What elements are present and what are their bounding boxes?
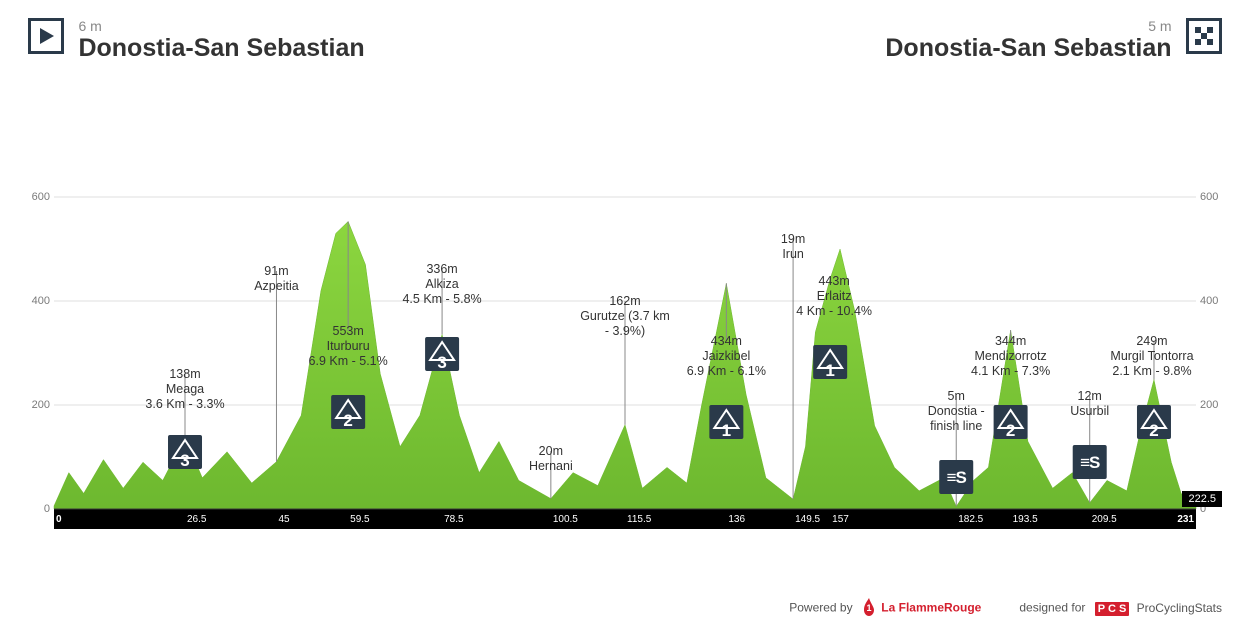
- header-bar: 6 m Donostia-San Sebastian 5 m Donostia-…: [0, 18, 1250, 88]
- svg-text:91m: 91m: [264, 264, 288, 278]
- svg-text:12m: 12m: [1078, 389, 1102, 403]
- svg-text:4.5 Km - 5.8%: 4.5 Km - 5.8%: [402, 292, 481, 306]
- flamme-rouge-label: La FlammeRouge: [881, 601, 981, 615]
- svg-text:Meaga: Meaga: [166, 382, 204, 396]
- finish-elev: 5 m: [885, 18, 1171, 34]
- svg-text:- 3.9%): - 3.9%): [605, 324, 645, 338]
- svg-text:1: 1: [866, 603, 871, 613]
- start-icon: [28, 18, 64, 54]
- svg-text:434m: 434m: [711, 334, 742, 348]
- svg-text:1: 1: [722, 421, 731, 440]
- svg-text:Iturburu: Iturburu: [327, 339, 370, 353]
- svg-text:2: 2: [1149, 421, 1158, 440]
- svg-text:3: 3: [437, 353, 446, 372]
- svg-text:553m: 553m: [333, 324, 364, 338]
- svg-text:2.1 Km - 9.8%: 2.1 Km - 9.8%: [1112, 364, 1191, 378]
- svg-text:4 Km - 10.4%: 4 Km - 10.4%: [796, 304, 872, 318]
- svg-text:1: 1: [825, 361, 834, 380]
- footer-credits: Powered by 1 La FlammeRouge designed for…: [789, 598, 1222, 619]
- svg-text:3.6 Km - 3.3%: 3.6 Km - 3.3%: [145, 397, 224, 411]
- svg-text:Irun: Irun: [782, 247, 804, 261]
- start-city: Donostia-San Sebastian: [78, 34, 364, 63]
- svg-text:Murgil Tontorra: Murgil Tontorra: [1110, 349, 1193, 363]
- svg-text:Usurbil: Usurbil: [1070, 404, 1109, 418]
- svg-text:≡S: ≡S: [1080, 453, 1100, 472]
- finish-icon: [1186, 18, 1222, 54]
- svg-text:344m: 344m: [995, 334, 1026, 348]
- svg-text:6.9 Km - 6.1%: 6.9 Km - 6.1%: [687, 364, 766, 378]
- svg-text:6.9 Km - 5.1%: 6.9 Km - 5.1%: [309, 354, 388, 368]
- svg-text:138m: 138m: [169, 367, 200, 381]
- svg-text:Mendizorrotz: Mendizorrotz: [974, 349, 1046, 363]
- svg-text:2: 2: [1006, 421, 1015, 440]
- svg-text:443m: 443m: [819, 274, 850, 288]
- powered-by-label: Powered by: [789, 601, 852, 615]
- start-block: 6 m Donostia-San Sebastian: [28, 18, 375, 63]
- svg-text:finish line: finish line: [930, 419, 982, 433]
- svg-text:Jaizkibel: Jaizkibel: [702, 349, 750, 363]
- svg-text:20m: 20m: [539, 444, 563, 458]
- svg-text:Alkiza: Alkiza: [425, 277, 458, 291]
- pcs-label: ProCyclingStats: [1137, 601, 1222, 615]
- finish-city: Donostia-San Sebastian: [885, 34, 1171, 63]
- elevation-chart: 00200200400400600600026.54559.578.5100.5…: [28, 145, 1222, 535]
- svg-text:249m: 249m: [1136, 334, 1167, 348]
- total-distance-badge: 222.5: [1182, 491, 1222, 507]
- svg-text:5m: 5m: [948, 389, 965, 403]
- svg-text:Donostia -: Donostia -: [928, 404, 985, 418]
- svg-text:3: 3: [180, 451, 189, 470]
- svg-text:Gurutze (3.7 km: Gurutze (3.7 km: [580, 309, 670, 323]
- pcs-icon: P C S: [1095, 602, 1130, 616]
- start-elev: 6 m: [78, 18, 364, 34]
- svg-text:4.1 Km - 7.3%: 4.1 Km - 7.3%: [971, 364, 1050, 378]
- svg-text:162m: 162m: [609, 294, 640, 308]
- svg-text:19m: 19m: [781, 232, 805, 246]
- designed-for-label: designed for: [1019, 601, 1085, 615]
- finish-block: 5 m Donostia-San Sebastian: [875, 18, 1222, 63]
- svg-text:336m: 336m: [426, 262, 457, 276]
- svg-text:Erlaitz: Erlaitz: [817, 289, 852, 303]
- svg-text:≡S: ≡S: [947, 468, 967, 487]
- svg-text:2: 2: [343, 411, 352, 430]
- svg-text:Azpeitia: Azpeitia: [254, 279, 299, 293]
- svg-text:Hernani: Hernani: [529, 459, 573, 473]
- flamme-icon: 1: [862, 598, 876, 619]
